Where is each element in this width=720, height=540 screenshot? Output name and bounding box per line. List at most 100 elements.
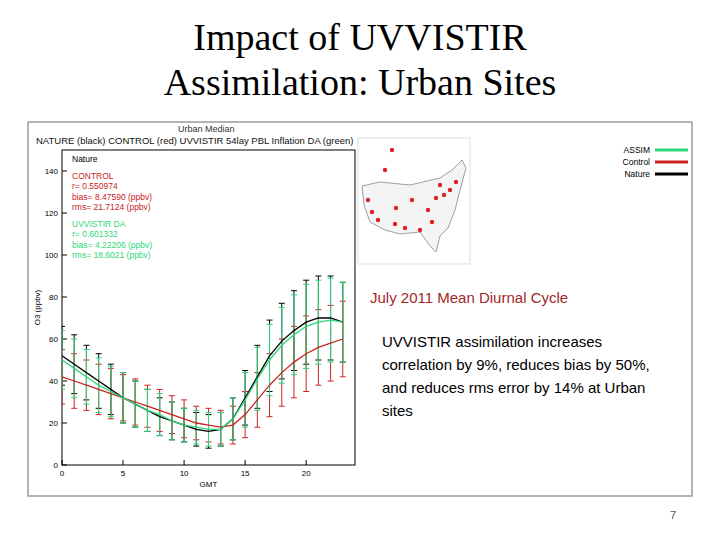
error-bar-cap: [144, 389, 150, 390]
x-tick-label: 15: [241, 469, 250, 478]
error-bar-cap: [206, 446, 212, 447]
y-tick-label: 80: [49, 293, 58, 302]
error-bar-cap: [328, 278, 334, 279]
error-bar-cap: [96, 412, 102, 413]
error-bar-cap: [340, 376, 346, 377]
error-bar-cap: [96, 353, 102, 354]
figure-frame: [28, 122, 692, 496]
stats-text: Nature: [72, 154, 98, 164]
map-site: [434, 196, 438, 200]
error-bar-cap: [120, 372, 126, 373]
error-bar-cap: [108, 364, 114, 365]
page-number: 7: [670, 509, 676, 521]
error-bar-cap: [71, 397, 77, 398]
y-tick: [62, 423, 67, 424]
x-tick-label: 20: [302, 469, 311, 478]
error-bar-cap: [242, 370, 248, 371]
error-bar-cap: [181, 408, 187, 409]
error-bar-cap: [230, 439, 236, 440]
error-bar-cap: [169, 439, 175, 440]
y-tick-label: 120: [45, 209, 59, 218]
map-site: [442, 193, 446, 197]
error-bar-cap: [315, 276, 321, 277]
map-site: [376, 218, 380, 222]
x-tick: [306, 460, 307, 465]
y-axis-label: O3 (ppbv): [33, 289, 42, 325]
error-bar-cap: [169, 402, 175, 403]
stats-text: r= 0.601332: [72, 229, 118, 239]
error-bar-cap: [132, 381, 138, 382]
error-bar-cap: [62, 330, 65, 331]
stats-text: rms= 18.6021 (ppbv): [72, 250, 151, 260]
error-bar-cap: [267, 320, 273, 321]
error-bar-cap: [254, 347, 260, 348]
chart-subtitle: NATURE (black) CONTROL (red) UVVISTIR 54…: [36, 135, 353, 146]
map-outline: [362, 160, 466, 252]
summary-text: UVVISTIR assimilation increases: [382, 333, 602, 350]
x-tick-label: 0: [60, 469, 65, 478]
error-bar-cap: [83, 404, 89, 405]
error-bar-cap: [120, 372, 126, 373]
error-bar-cap: [340, 362, 346, 363]
legend-swatch: [655, 173, 688, 176]
error-bar-cap: [279, 307, 285, 308]
error-bar-cap: [169, 402, 175, 403]
map-site: [426, 208, 430, 212]
error-bar-cap: [181, 399, 187, 400]
map-site: [390, 148, 394, 152]
y-tick: [62, 381, 67, 382]
error-bar-cap: [315, 280, 321, 281]
error-bar-cap: [230, 397, 236, 398]
map-site: [403, 226, 407, 230]
legend-label: ASSIM: [624, 145, 650, 155]
map-frame: [358, 138, 470, 264]
error-bar-cap: [132, 427, 138, 428]
y-tick: [62, 171, 67, 172]
error-bar-cap: [62, 389, 65, 390]
map-inset: [358, 138, 470, 264]
summary-text: sites: [382, 402, 413, 419]
error-bar-cap: [120, 423, 126, 424]
error-bar-cap: [157, 435, 163, 436]
error-bar-cap: [279, 406, 285, 407]
error-bar-cap: [169, 395, 175, 396]
error-bar-cap: [340, 362, 346, 363]
error-bar-cap: [218, 412, 224, 413]
x-tick: [123, 460, 124, 465]
y-tick: [62, 465, 67, 466]
error-bar-cap: [83, 410, 89, 411]
map-site: [430, 220, 434, 224]
error-bar-cap: [181, 408, 187, 409]
error-bar-cap: [291, 294, 297, 295]
map-site: [366, 198, 370, 202]
error-bar-cap: [230, 444, 236, 445]
map-site: [438, 183, 442, 187]
map-site: [448, 188, 452, 192]
error-bar-cap: [218, 446, 224, 447]
error-bar-cap: [267, 416, 273, 417]
error-bar-cap: [132, 378, 138, 379]
error-bar-cap: [218, 412, 224, 413]
error-bar-cap: [267, 324, 273, 325]
y-tick: [62, 297, 67, 298]
error-bar-cap: [108, 366, 114, 367]
y-tick: [62, 213, 67, 214]
error-bar-cap: [267, 395, 273, 396]
error-bar-cap: [206, 412, 212, 413]
error-bar-cap: [340, 282, 346, 283]
error-bar-cap: [279, 303, 285, 304]
error-bar-cap: [242, 427, 248, 428]
map-site: [370, 210, 374, 214]
y-tick-label: 60: [49, 335, 58, 344]
error-bar-cap: [206, 448, 212, 449]
error-bar-cap: [291, 397, 297, 398]
slide: Impact of UVVISTIRAssimilation: Urban Si…: [0, 0, 720, 540]
error-bar-cap: [340, 282, 346, 283]
error-bar-cap: [230, 397, 236, 398]
map-site: [418, 228, 422, 232]
error-bar-cap: [157, 435, 163, 436]
y-tick-label: 0: [54, 461, 59, 470]
error-bar-cap: [193, 444, 199, 445]
error-bar-cap: [169, 439, 175, 440]
error-bar-cap: [328, 362, 334, 363]
